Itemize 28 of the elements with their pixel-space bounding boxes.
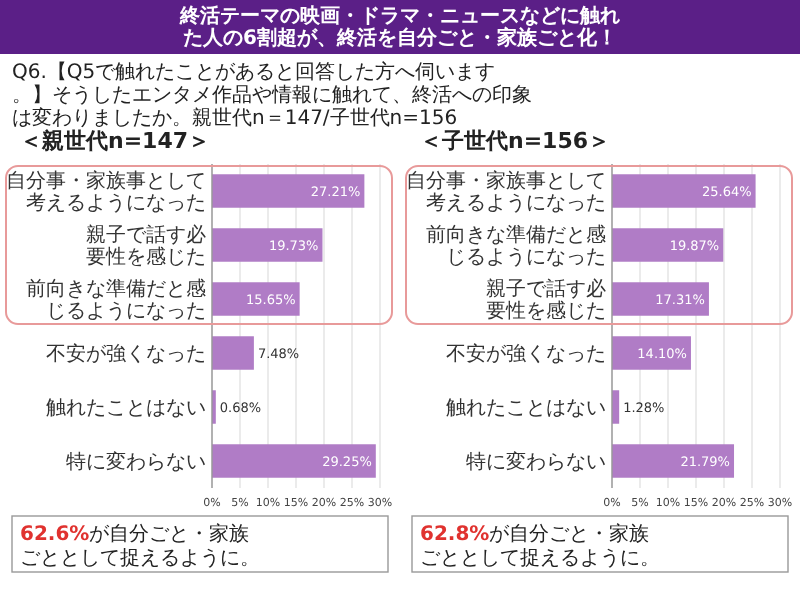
y-tick-label: 前向きな準備だと感じるようになった	[426, 223, 606, 269]
bar	[212, 174, 365, 208]
text: 62.6%が自分ごと・家族ごととして捉えるように。	[20, 522, 260, 570]
bar	[612, 174, 756, 208]
bar	[612, 336, 691, 370]
bar	[212, 282, 300, 316]
bar	[212, 228, 323, 262]
y-tick-label: 特に変わらない	[466, 450, 606, 474]
text: 62.8%が自分ごと・家族ごととして捉えるように。	[420, 522, 660, 570]
bar	[612, 444, 735, 478]
y-tick-label: 自分事・家族事として考えるようになった	[406, 169, 606, 215]
y-tick-label: 触れたことはない	[46, 398, 206, 420]
y-tick-label: 親子で話す必要性を感じた	[86, 223, 206, 269]
y-tick-label: 不安が強くなった	[446, 342, 606, 366]
bar	[612, 282, 709, 316]
text: 終活テーマの映画・ドラマ・ニュースなどに触れた人の6割超が、終活を自分ごと・家族ごと化！	[178, 4, 620, 50]
y-tick-label: 特に変わらない	[66, 450, 206, 474]
chart-title: ＜親世代n=147＞	[20, 128, 211, 154]
chart-title: ＜子世代n=156＞	[420, 128, 611, 154]
bar	[212, 336, 254, 370]
y-tick-label: 親子で話す必要性を感じた	[486, 277, 606, 323]
y-tick-label: 触れたことはない	[446, 398, 606, 420]
y-tick-label: 前向きな準備だと感じるようになった	[26, 277, 206, 323]
y-tick-label: 不安が強くなった	[46, 342, 206, 366]
bar	[212, 444, 376, 478]
y-tick-label: 自分事・家族事として考えるようになった	[6, 169, 206, 215]
bar	[612, 228, 724, 262]
text: Q6.【Q5で触れたことがあると回答した方へ伺います。】そうしたエンタメ作品や情報に触れて、終活への印象は変わりましたか。親世代n＝147/子世代n=156	[12, 60, 532, 130]
